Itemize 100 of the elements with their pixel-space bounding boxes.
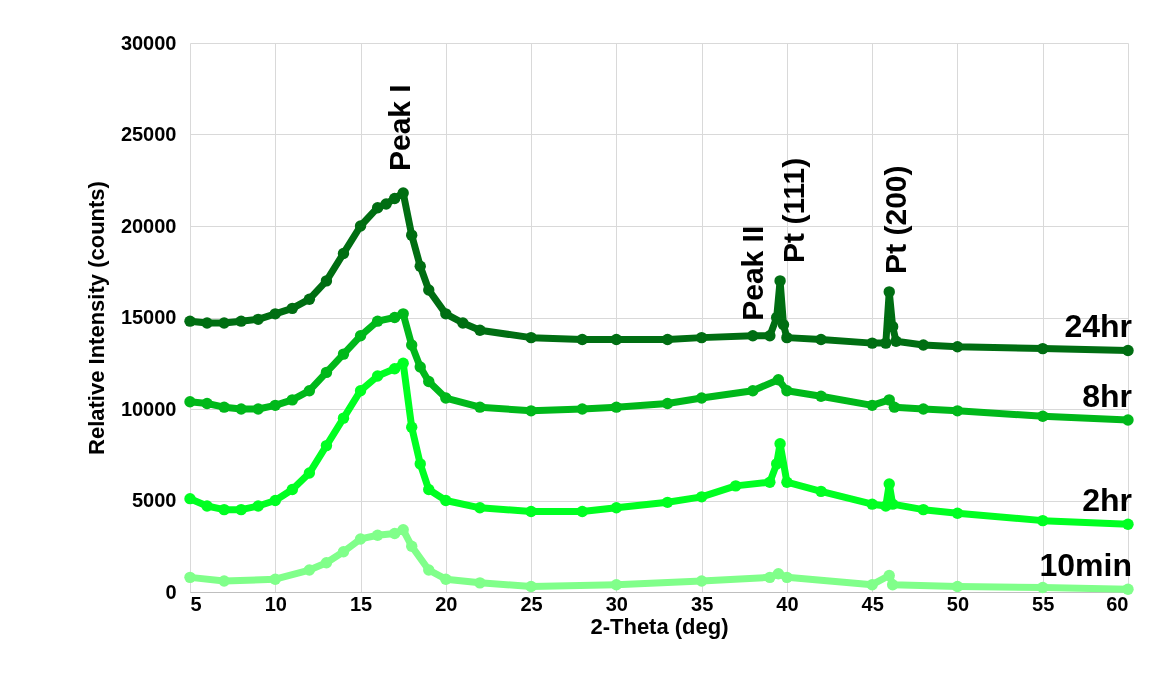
x-tick-label: 25 bbox=[520, 592, 543, 615]
point bbox=[354, 385, 367, 397]
point bbox=[576, 505, 588, 518]
point bbox=[951, 507, 964, 519]
point bbox=[252, 403, 264, 415]
point bbox=[917, 503, 930, 516]
point bbox=[440, 494, 452, 507]
point bbox=[815, 485, 827, 498]
point bbox=[474, 401, 486, 413]
point bbox=[772, 374, 785, 386]
point bbox=[1037, 514, 1049, 527]
point bbox=[440, 573, 452, 585]
point bbox=[371, 370, 384, 382]
series-label: 24hr bbox=[1064, 308, 1132, 345]
point bbox=[610, 401, 623, 413]
point bbox=[184, 492, 196, 505]
y-axis-title: Relative Intensity (counts) bbox=[83, 181, 109, 455]
point bbox=[286, 302, 299, 315]
point bbox=[303, 467, 316, 479]
point bbox=[269, 399, 281, 412]
point bbox=[730, 480, 742, 492]
point bbox=[303, 564, 316, 576]
point bbox=[320, 557, 333, 569]
point bbox=[320, 366, 333, 379]
series-label: 10min bbox=[1039, 547, 1132, 584]
point bbox=[414, 260, 426, 272]
point bbox=[474, 502, 486, 514]
point bbox=[1122, 414, 1134, 426]
point bbox=[397, 524, 409, 536]
point bbox=[440, 308, 452, 320]
annotation: Peak II bbox=[735, 225, 769, 321]
y-tick-label: 5000 bbox=[132, 489, 177, 511]
point bbox=[695, 491, 708, 503]
point bbox=[388, 363, 401, 375]
point bbox=[747, 330, 759, 342]
point bbox=[337, 247, 350, 260]
point bbox=[235, 403, 247, 415]
x-tick-label: 30 bbox=[605, 592, 628, 615]
point bbox=[303, 293, 316, 305]
point bbox=[371, 529, 384, 541]
point bbox=[747, 385, 759, 397]
x-tick-label: 55 bbox=[1032, 592, 1055, 615]
point bbox=[406, 339, 418, 351]
point bbox=[423, 564, 435, 576]
point bbox=[781, 571, 793, 584]
point bbox=[695, 331, 708, 344]
point bbox=[388, 527, 401, 540]
series-label: 2hr bbox=[1082, 482, 1132, 519]
point bbox=[414, 361, 426, 373]
x-tick-label: 20 bbox=[435, 592, 458, 615]
point bbox=[371, 202, 384, 214]
point bbox=[286, 483, 299, 496]
point bbox=[576, 403, 588, 415]
point bbox=[1122, 344, 1134, 357]
point bbox=[218, 317, 230, 329]
x-tick-label: 35 bbox=[691, 592, 714, 615]
point bbox=[235, 503, 247, 516]
point bbox=[1037, 581, 1049, 594]
x-tick-label: 15 bbox=[349, 592, 373, 615]
point bbox=[269, 494, 281, 507]
point bbox=[883, 286, 895, 298]
point bbox=[777, 319, 790, 331]
x-tick-label: 50 bbox=[946, 592, 970, 615]
point bbox=[764, 476, 776, 488]
point bbox=[337, 546, 350, 558]
point bbox=[890, 335, 902, 347]
y-tick-label: 20000 bbox=[120, 214, 177, 237]
point bbox=[576, 333, 588, 346]
y-tick-label: 25000 bbox=[120, 123, 177, 145]
point bbox=[218, 503, 230, 516]
point bbox=[388, 311, 401, 324]
point bbox=[414, 458, 426, 470]
point bbox=[661, 496, 674, 509]
point bbox=[886, 578, 899, 591]
point bbox=[252, 313, 264, 326]
point bbox=[815, 390, 827, 402]
point bbox=[815, 333, 827, 346]
point bbox=[320, 439, 333, 452]
point bbox=[337, 348, 350, 360]
point bbox=[474, 577, 486, 589]
point bbox=[337, 412, 350, 424]
point bbox=[781, 385, 793, 397]
point bbox=[695, 392, 708, 404]
point bbox=[781, 331, 793, 344]
x-tick-label: 5 bbox=[190, 592, 202, 615]
point bbox=[303, 385, 316, 397]
point bbox=[457, 317, 469, 329]
point bbox=[406, 229, 418, 241]
point bbox=[397, 357, 409, 369]
y-tick-label: 10000 bbox=[120, 397, 177, 420]
point bbox=[866, 578, 878, 591]
point bbox=[764, 330, 776, 342]
y-tick-label: 30000 bbox=[120, 31, 177, 54]
annotation: Pt (111) bbox=[777, 157, 811, 263]
x-tick-label: 45 bbox=[861, 592, 884, 615]
point bbox=[269, 308, 281, 320]
point bbox=[184, 315, 196, 327]
point bbox=[525, 405, 537, 417]
point bbox=[866, 498, 878, 510]
point bbox=[880, 337, 892, 349]
